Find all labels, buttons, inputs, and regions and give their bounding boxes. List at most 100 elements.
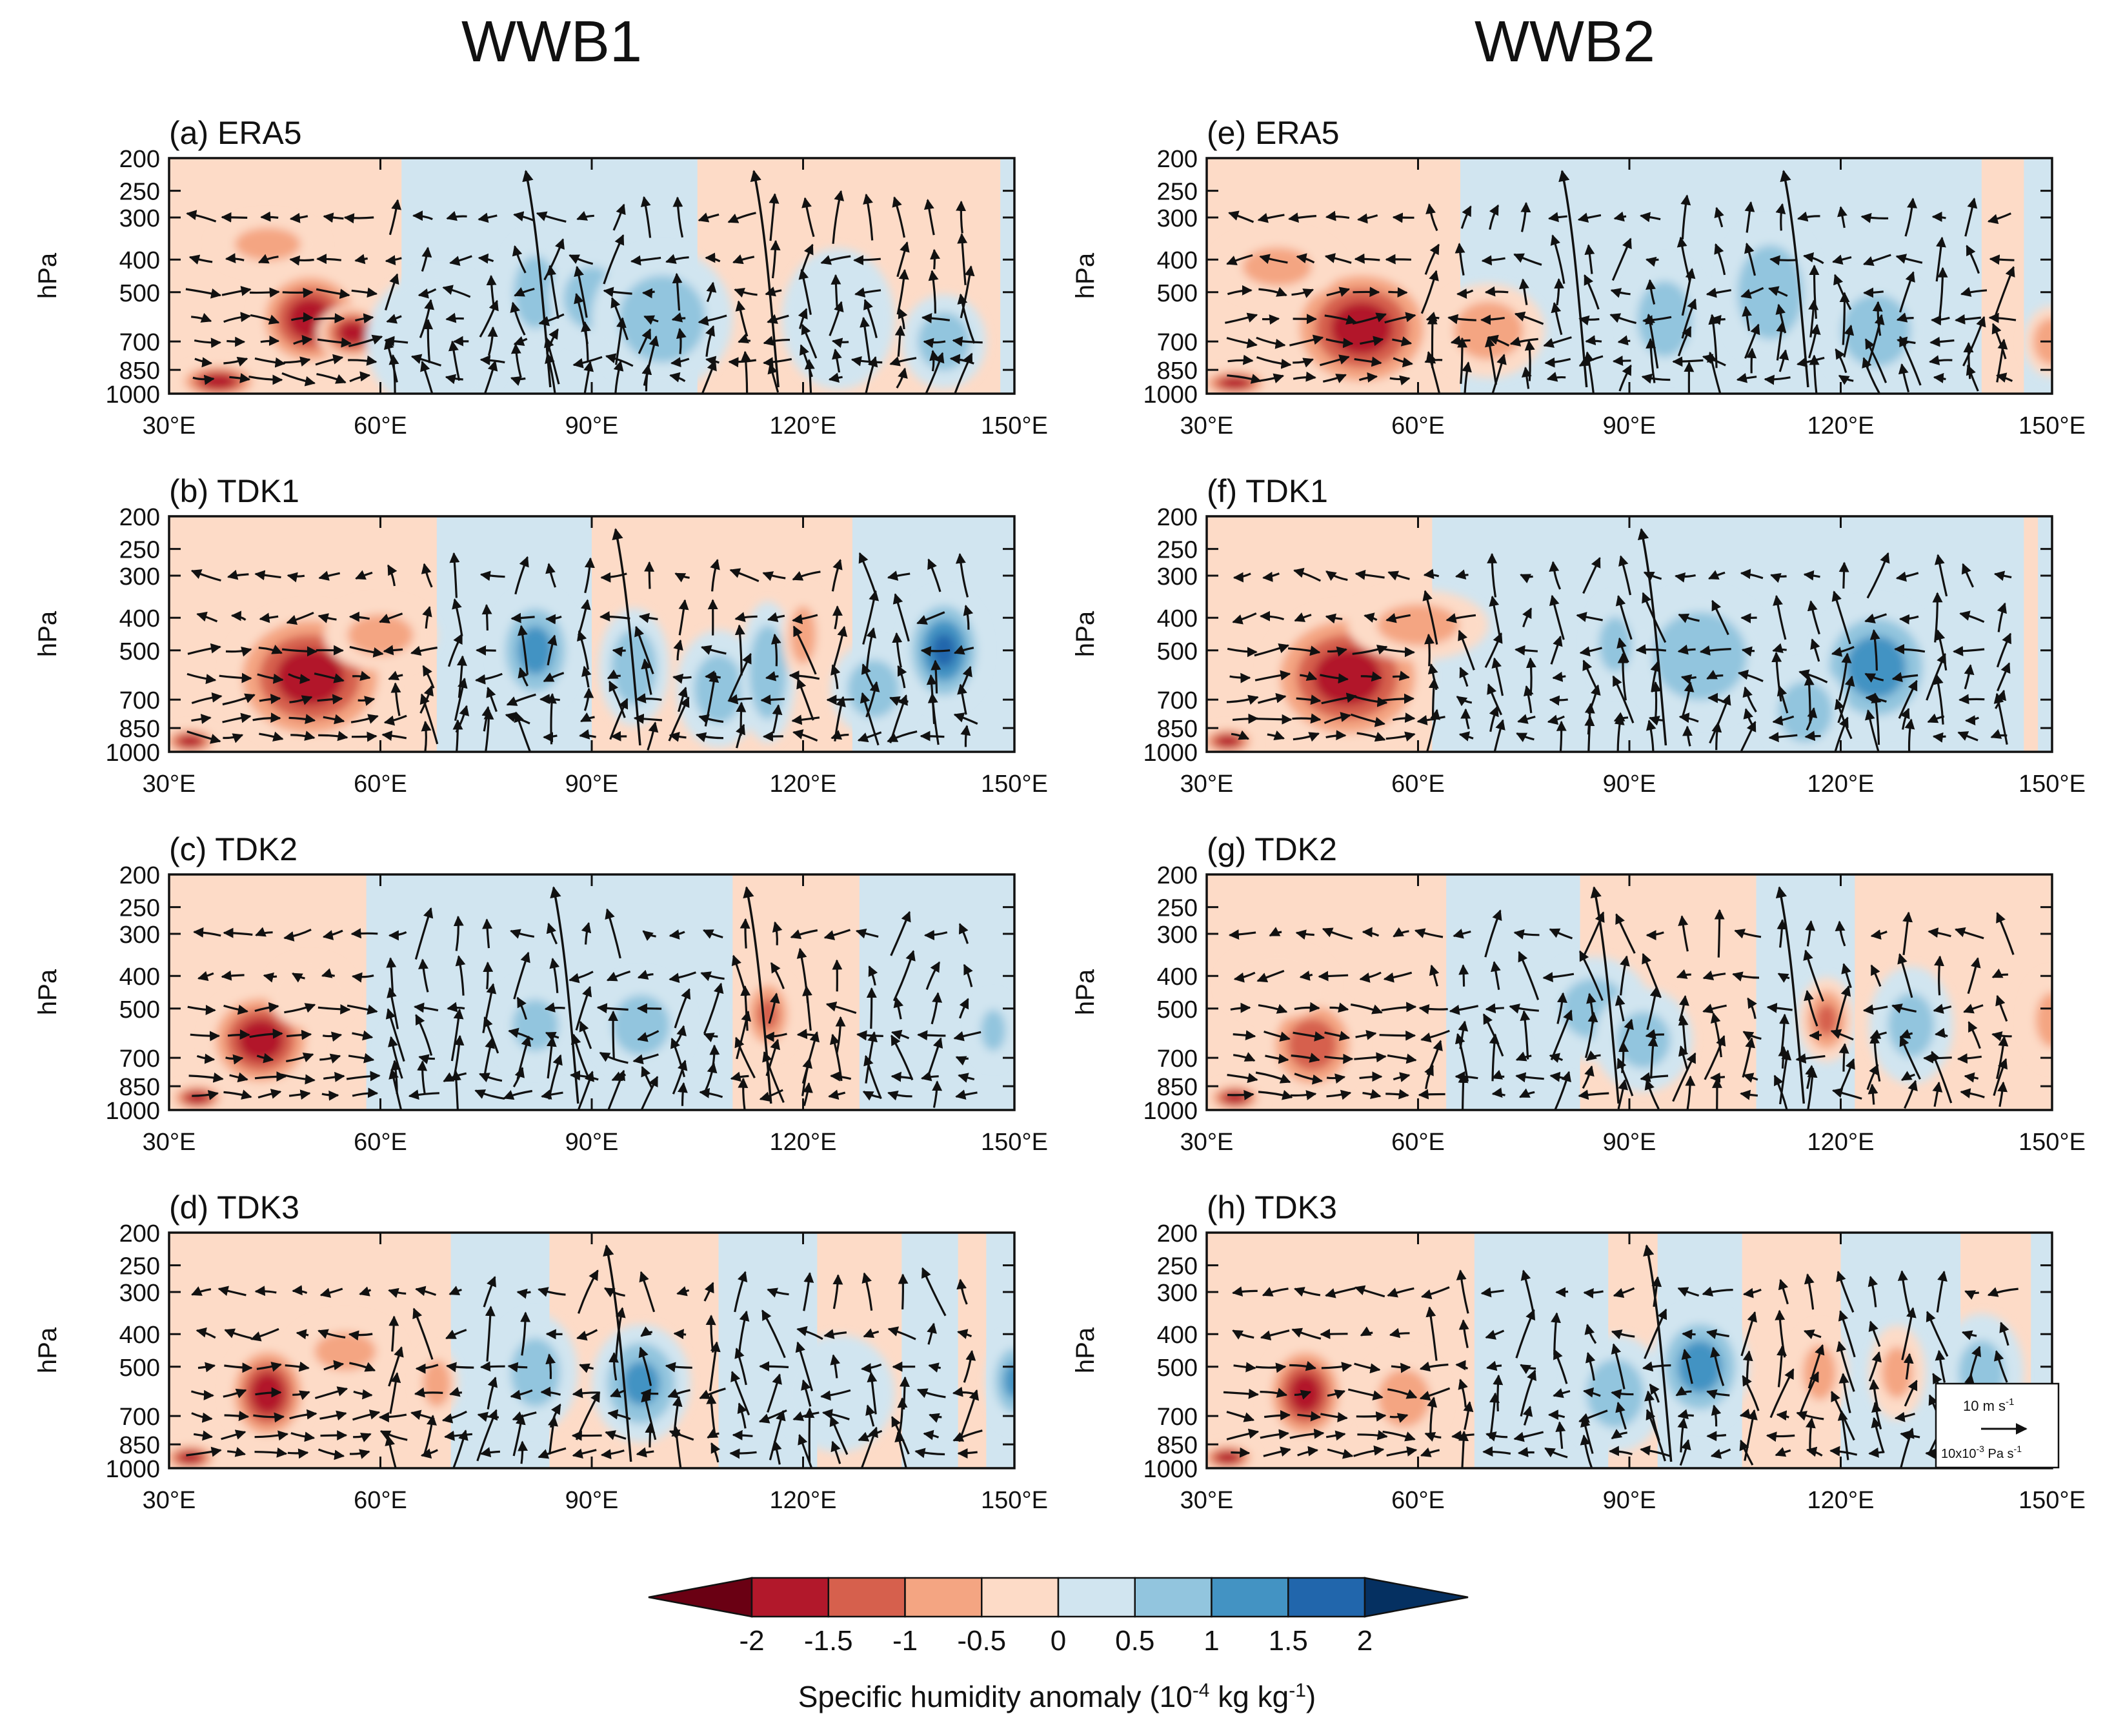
wind-vector — [1839, 292, 1850, 345]
wind-vector — [512, 245, 527, 274]
wind-vector — [354, 254, 368, 265]
wind-vector — [1418, 1089, 1445, 1100]
wind-vector — [196, 1053, 216, 1064]
wind-vector — [672, 1060, 688, 1095]
wind-vector — [1458, 964, 1469, 987]
wind-vector — [669, 731, 687, 742]
wind-vector — [290, 1431, 316, 1442]
wind-vector — [254, 1071, 287, 1082]
wind-vector — [455, 955, 466, 996]
y-tick-label: 200 — [119, 1220, 160, 1247]
wind-vector — [230, 611, 247, 621]
wind-vector — [351, 287, 378, 298]
anomaly-contour — [618, 275, 706, 363]
wind-vector — [802, 985, 812, 1031]
wind-vector — [798, 268, 812, 315]
wind-vector — [732, 254, 755, 265]
wind-vector — [863, 299, 878, 338]
wind-vector — [830, 730, 849, 740]
wind-vector — [388, 1346, 404, 1387]
wind-vector — [613, 360, 624, 394]
wind-vector — [355, 570, 373, 580]
wind-vector — [1862, 357, 1881, 394]
wind-vector — [422, 605, 432, 629]
wind-vector — [1958, 694, 1985, 705]
wind-vector — [186, 210, 217, 223]
wind-vector — [1384, 312, 1416, 324]
wind-vector — [638, 1346, 652, 1386]
wind-vector — [1611, 237, 1632, 281]
wind-vector — [669, 971, 696, 984]
wind-vector — [1352, 645, 1388, 655]
wind-vector — [1778, 349, 1789, 372]
colorbar-tick-label: 0.5 — [1115, 1625, 1154, 1657]
wind-vector — [1226, 337, 1258, 348]
wind-vector — [610, 1388, 625, 1398]
x-tick-label: 60°E — [354, 412, 407, 439]
wind-vector — [698, 714, 724, 725]
wind-vector — [1358, 372, 1378, 383]
wind-vector — [574, 265, 588, 318]
wind-vector — [514, 711, 532, 752]
wind-vector — [796, 1326, 823, 1340]
y-tick-label: 500 — [119, 638, 160, 665]
wind-vector — [1706, 287, 1731, 298]
wind-vector — [665, 254, 689, 264]
wind-vector — [1233, 572, 1251, 583]
wind-vector — [771, 1440, 782, 1465]
y-tick-label: 400 — [1157, 1322, 1198, 1349]
wind-vector — [1929, 355, 1953, 366]
wind-vector — [319, 1287, 343, 1298]
wind-vector — [352, 1087, 379, 1098]
y-tick-label: 200 — [1157, 504, 1198, 531]
anomaly-contour — [781, 248, 895, 390]
wind-vector — [1425, 351, 1441, 394]
wind-vector — [1322, 374, 1347, 383]
wind-vector — [350, 714, 379, 724]
wind-vector — [1231, 730, 1250, 740]
wind-vector — [1379, 1030, 1416, 1041]
wind-vector — [1360, 671, 1382, 682]
wind-vector — [727, 694, 752, 705]
wind-vector — [889, 356, 917, 367]
wind-vector — [892, 196, 905, 238]
wind-vector — [289, 212, 308, 223]
x-tick-label: 150°E — [981, 771, 1048, 798]
wind-vector — [191, 312, 212, 323]
wind-vector — [292, 1390, 310, 1400]
wind-vector — [223, 733, 244, 743]
wind-vector — [518, 1440, 528, 1464]
wind-vector — [197, 1362, 216, 1373]
x-tick-label: 150°E — [2018, 1129, 2086, 1156]
wind-vector — [914, 1448, 945, 1458]
wind-vector — [637, 1030, 659, 1042]
wind-vector — [641, 658, 652, 695]
wind-vector — [861, 1363, 882, 1374]
wind-vector — [1640, 212, 1661, 223]
wind-vector — [414, 1387, 443, 1398]
wind-vector — [186, 1446, 222, 1457]
wind-vector — [349, 371, 371, 383]
colorbar-tick-label: -1.5 — [804, 1625, 853, 1657]
wind-vector — [1521, 367, 1532, 389]
wind-vector — [927, 1322, 937, 1345]
wind-vector — [1518, 278, 1529, 305]
panel-label: (b) TDK1 — [169, 473, 299, 509]
y-axis-label: hPa — [34, 611, 62, 657]
wind-vector — [956, 1278, 968, 1305]
wind-vector — [1775, 203, 1786, 231]
wind-vector — [728, 357, 757, 368]
y-tick-label: 850 — [119, 1074, 160, 1101]
wind-vector — [1320, 1329, 1348, 1340]
anomaly-contour — [1453, 301, 1524, 360]
wind-vector — [481, 603, 492, 631]
anomaly-contour — [510, 1338, 560, 1407]
wind-vector — [1904, 197, 1918, 237]
y-tick-label: 300 — [119, 922, 160, 949]
wind-vector — [678, 599, 689, 636]
wind-vector — [1646, 279, 1656, 305]
wind-vector — [863, 193, 874, 241]
wind-vector — [734, 612, 758, 622]
column-title: WWB1 — [461, 10, 642, 74]
